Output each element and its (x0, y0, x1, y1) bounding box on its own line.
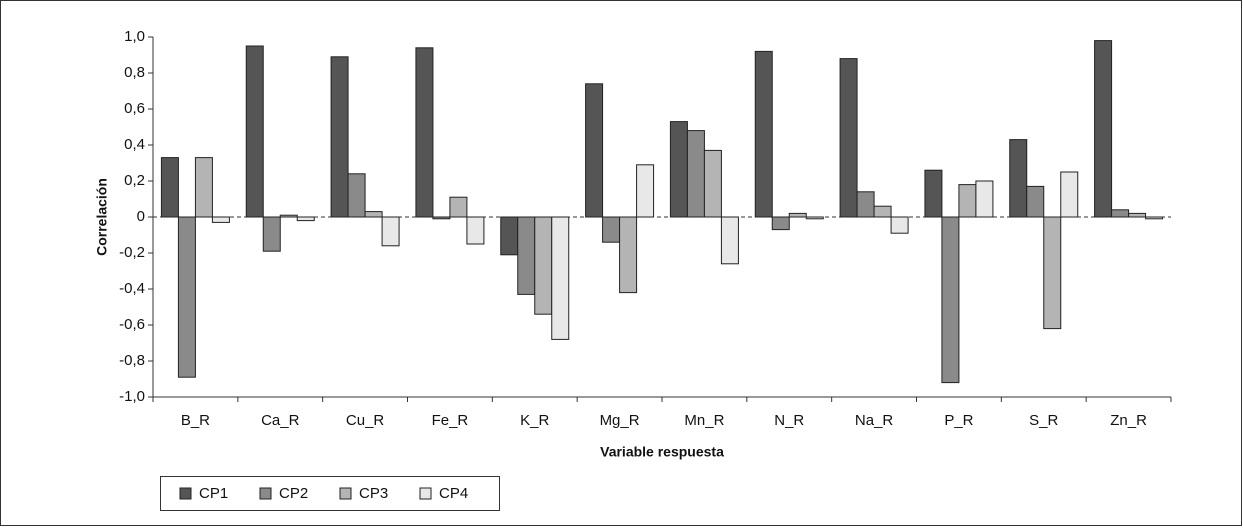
bar (534, 216, 553, 315)
bar (941, 216, 960, 384)
x-tick-label: N_R (774, 412, 804, 429)
y-tick-label: -0,8 (119, 352, 145, 369)
bar (432, 216, 451, 220)
bar (754, 50, 773, 218)
bar (466, 216, 485, 245)
bar (602, 216, 621, 243)
bar (771, 216, 790, 231)
bar (1128, 212, 1147, 218)
bar (975, 180, 994, 218)
y-tick-label: 0,2 (124, 172, 145, 189)
y-tick-label: -0,6 (119, 316, 145, 333)
bar (500, 216, 519, 256)
legend-swatch (259, 487, 272, 500)
y-axis-label: Correlación (94, 178, 110, 256)
legend-label: CP4 (439, 485, 468, 502)
legend-swatch (339, 487, 352, 500)
x-tick-label: Zn_R (1110, 412, 1147, 429)
x-tick-label: Na_R (855, 412, 894, 429)
bar (958, 184, 977, 218)
bar (262, 216, 281, 252)
bar (856, 191, 875, 218)
x-tick-label: Mg_R (600, 412, 640, 429)
bar (924, 169, 943, 218)
bar (381, 216, 400, 247)
bar (177, 216, 196, 378)
legend-swatch (179, 487, 192, 500)
x-tick-label: Ca_R (261, 412, 300, 429)
x-tick-label: P_R (944, 412, 973, 429)
x-tick-label: Mn_R (684, 412, 724, 429)
legend-swatch (419, 487, 432, 500)
bar (839, 58, 858, 218)
bar (364, 211, 383, 218)
y-tick-label: 1,0 (124, 28, 145, 45)
bar (619, 216, 638, 294)
x-tick-label: Fe_R (432, 412, 469, 429)
bar (517, 216, 536, 295)
bar (686, 130, 705, 218)
bar (805, 216, 824, 220)
bar (551, 216, 570, 340)
bar (347, 173, 366, 218)
bar (1094, 40, 1113, 218)
legend-label: CP2 (279, 485, 308, 502)
bar (1145, 216, 1164, 220)
y-tick-label: -1,0 (119, 388, 145, 405)
bar (788, 212, 807, 218)
bar (245, 45, 264, 218)
bar (330, 56, 349, 218)
x-tick-label: S_R (1029, 412, 1058, 429)
bar (703, 149, 722, 218)
x-tick-label: K_R (520, 412, 549, 429)
bar (1111, 209, 1130, 218)
bar (1009, 139, 1028, 218)
bar (1060, 171, 1079, 218)
bar (449, 196, 468, 218)
bar (194, 157, 213, 218)
x-axis-label: Variable respuesta (600, 444, 724, 460)
y-tick-label: -0,2 (119, 244, 145, 261)
legend-label: CP1 (199, 485, 228, 502)
bar (890, 216, 909, 234)
x-tick-label: B_R (181, 412, 210, 429)
bar (279, 214, 298, 218)
legend-label: CP3 (359, 485, 388, 502)
legend-box (160, 476, 500, 511)
y-tick-label: 0,4 (124, 136, 145, 153)
bar (211, 216, 230, 223)
y-tick-label: 0,6 (124, 100, 145, 117)
bar (1026, 185, 1045, 218)
bar (160, 157, 179, 218)
bar (415, 47, 434, 218)
bar (585, 83, 604, 218)
y-tick-label: -0,4 (119, 280, 145, 297)
y-tick-label: 0 (137, 208, 145, 225)
bar (669, 121, 688, 218)
x-tick-label: Cu_R (346, 412, 385, 429)
bar (296, 216, 315, 222)
y-tick-label: 0,8 (124, 64, 145, 81)
bar (720, 216, 739, 265)
bar (1043, 216, 1062, 330)
bar (636, 164, 655, 218)
bar (873, 205, 892, 218)
